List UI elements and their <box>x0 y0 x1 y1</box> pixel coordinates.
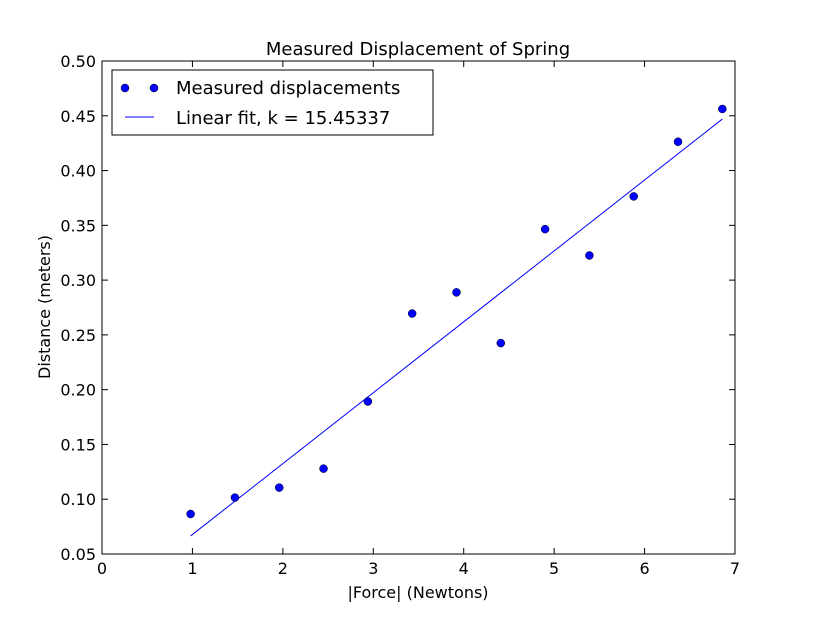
y-tick-label: 0.15 <box>60 435 96 454</box>
legend-box <box>111 69 434 136</box>
data-point <box>407 309 417 318</box>
x-tick-label: 7 <box>730 559 740 578</box>
x-tick-label: 3 <box>368 559 378 578</box>
x-axis-label: |Force| (Newtons) <box>347 583 488 602</box>
data-point <box>274 483 284 492</box>
fit-line <box>190 118 723 537</box>
y-tick-label: 0.30 <box>60 271 96 290</box>
x-axis-ticks: 0 1 2 3 4 5 6 7 <box>97 61 740 578</box>
data-point <box>629 192 638 201</box>
y-tick-label: 0.20 <box>60 381 96 400</box>
x-tick-label: 5 <box>549 559 559 578</box>
y-tick-label: 0.05 <box>60 545 96 564</box>
legend-marker-left <box>120 83 130 93</box>
x-tick-label: 0 <box>97 559 107 578</box>
y-axis-label: Distance (meters) <box>35 235 54 379</box>
y-tick-label: 0.40 <box>60 162 96 181</box>
x-tick-label: 6 <box>639 559 649 578</box>
x-tick-label: 2 <box>278 559 288 578</box>
data-point <box>718 104 727 114</box>
x-tick-label: 1 <box>187 559 197 578</box>
legend-label-fit: Linear fit, k = 15.45337 <box>176 108 390 129</box>
data-point <box>230 493 240 502</box>
chart-title: Measured Displacement of Spring <box>266 39 570 60</box>
y-tick-label: 0.45 <box>60 107 96 126</box>
x-tick-label: 4 <box>459 559 469 578</box>
legend-label-measured: Measured displacements <box>176 78 400 99</box>
fit-line-layer <box>190 118 723 537</box>
y-tick-label: 0.35 <box>60 216 96 235</box>
data-point <box>496 338 506 348</box>
data-point <box>540 224 550 234</box>
axes-frame <box>101 60 736 555</box>
data-point <box>585 251 594 260</box>
y-tick-label: 0.25 <box>60 326 96 345</box>
y-tick-label: 0.10 <box>60 490 96 509</box>
data-point <box>319 464 328 473</box>
data-points-layer <box>186 104 727 519</box>
y-tick-label: 0.50 <box>60 52 96 71</box>
legend: Measured displacements Linear fit, k = 1… <box>111 69 434 136</box>
data-point <box>363 397 373 406</box>
data-point <box>186 509 195 519</box>
data-point <box>673 137 683 146</box>
data-point <box>452 288 461 297</box>
legend-marker-right <box>149 83 159 93</box>
